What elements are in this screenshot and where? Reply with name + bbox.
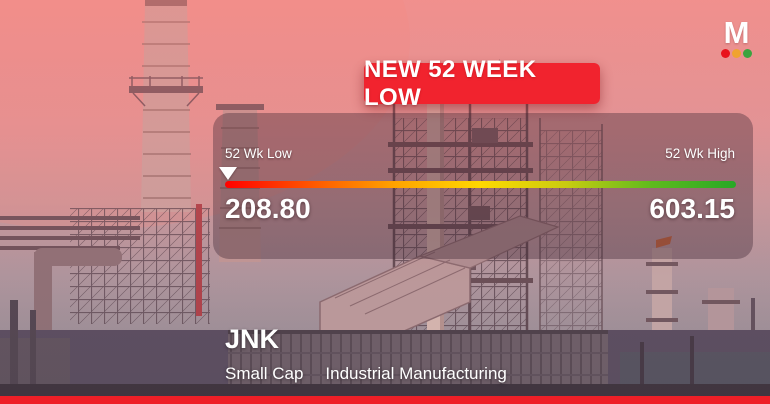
logo-dots [718, 49, 754, 59]
cap-segment: Small Cap [225, 363, 304, 383]
range-values: 208.80 603.15 [225, 193, 735, 225]
alert-banner: NEW 52 WEEK LOW [364, 56, 600, 111]
logo-dot-green-icon [742, 49, 752, 59]
stock-info: JNK Small Cap Industrial Manufacturing [225, 324, 507, 384]
low-marker-triangle-icon [219, 167, 237, 180]
range-gradient-bar [225, 181, 736, 188]
high-value: 603.15 [649, 193, 735, 224]
brand-logo: M [718, 15, 754, 59]
logo-dot-red-icon [720, 49, 730, 59]
industry: Industrial Manufacturing [325, 363, 507, 383]
logo-letter: M [723, 15, 750, 50]
low-label: 52 Wk Low [225, 146, 292, 161]
low-value: 208.80 [225, 193, 311, 224]
range-card: 52 Wk Low 52 Wk High 208.80 603.15 [213, 113, 753, 259]
footer-accent-bar [0, 396, 770, 404]
stock-meta: Small Cap Industrial Manufacturing [225, 364, 507, 384]
ticker-symbol: JNK [225, 324, 280, 354]
range-labels: 52 Wk Low 52 Wk High [225, 146, 735, 161]
logo-dot-amber-icon [731, 49, 741, 59]
high-label: 52 Wk High [665, 146, 735, 161]
